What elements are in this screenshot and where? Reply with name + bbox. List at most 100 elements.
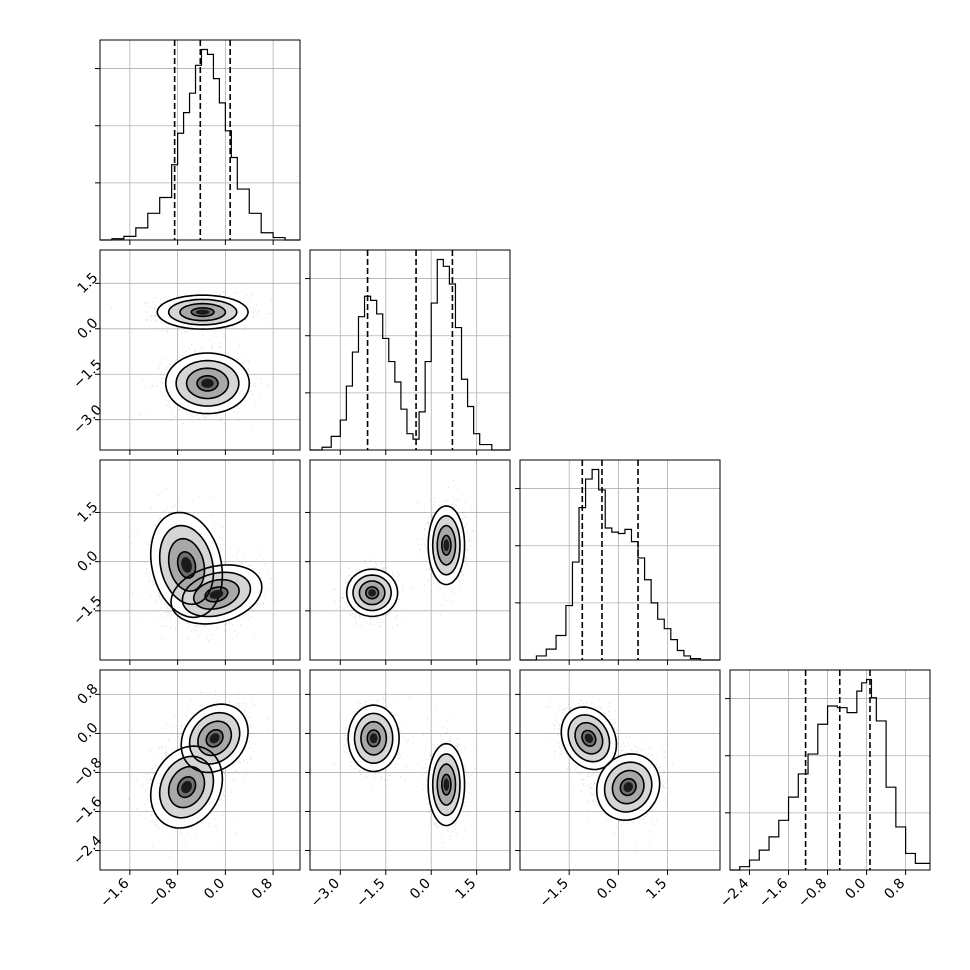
ticks-0-1	[95, 282, 274, 455]
y-tick-label: 0.8	[74, 681, 101, 708]
density-contour	[347, 704, 400, 773]
x-tick-label: −0.8	[795, 876, 830, 911]
histogram-panel-1	[305, 249, 511, 451]
panel-frame	[729, 669, 931, 871]
density-contour	[353, 712, 394, 765]
density-contour	[158, 755, 215, 819]
density-contour	[180, 703, 249, 774]
density-contour	[164, 352, 251, 415]
density-contour	[603, 761, 653, 813]
scatter-panel-1-3	[309, 669, 511, 871]
scatter-panel-0-1	[99, 249, 301, 451]
density-contour	[581, 729, 597, 747]
ticks-3-3	[749, 870, 907, 875]
density-peak	[443, 778, 450, 791]
histogram-step	[520, 468, 720, 661]
density-peak	[623, 782, 633, 792]
panel-frame	[99, 669, 301, 871]
x-tick-label: 1.5	[643, 876, 670, 903]
density-contour	[176, 775, 197, 799]
density-contour	[149, 511, 224, 619]
x-tick-label: 0.0	[407, 876, 434, 903]
density-contour	[175, 359, 240, 407]
density-contour	[427, 505, 466, 586]
panel-frame	[519, 669, 721, 871]
density-peak	[584, 733, 593, 743]
histogram-step	[310, 258, 510, 451]
density-contour	[167, 765, 206, 809]
density-peak	[209, 733, 220, 744]
histogram-panel-2	[515, 459, 721, 661]
y-tick-label: 0.0	[74, 720, 101, 747]
x-tick-label: 1.5	[452, 876, 479, 903]
density-peak	[201, 378, 214, 388]
density-contour	[181, 571, 252, 618]
density-contour	[560, 706, 618, 771]
density-contour	[436, 763, 457, 806]
ticks-0-2	[95, 511, 274, 665]
density-contour	[158, 524, 215, 606]
density-peak	[181, 780, 192, 794]
x-tick-label: −3.0	[308, 876, 343, 911]
density-contour	[170, 564, 263, 625]
ticks-1-3	[305, 693, 478, 875]
density-contour	[436, 524, 457, 566]
panel-frame	[99, 39, 301, 241]
density-contour	[197, 720, 233, 757]
density-contour	[366, 729, 381, 748]
density-contour	[179, 302, 227, 322]
density-contour	[196, 375, 219, 392]
x-tick-label: −1.5	[353, 876, 388, 911]
density-contour	[185, 367, 230, 400]
histogram-step	[100, 48, 300, 241]
density-contour	[192, 578, 240, 610]
density-contour	[427, 742, 466, 827]
y-tick-label: 1.5	[74, 499, 101, 526]
density-peak	[181, 557, 192, 573]
density-peak	[369, 733, 378, 744]
density-contour	[441, 773, 452, 796]
density-peak	[209, 590, 224, 599]
x-tick-label: 0.0	[594, 876, 621, 903]
panel-frame	[309, 459, 511, 661]
histogram-step	[730, 678, 930, 871]
density-contour	[611, 769, 645, 805]
ticks-2-2	[568, 660, 669, 665]
panel-frame	[309, 249, 511, 451]
x-tick-label: −2.4	[717, 875, 752, 910]
x-tick-label: −0.8	[145, 876, 180, 911]
x-tick-label: 0.8	[881, 876, 908, 903]
y-tick-label: 1.5	[74, 270, 101, 297]
y-tick-label: 0.0	[74, 548, 101, 575]
density-contour	[149, 745, 224, 829]
scatter-panel-0-2	[99, 459, 301, 661]
panel-frame	[519, 459, 721, 661]
density-contour	[595, 753, 661, 822]
panel-frame	[99, 249, 301, 451]
ticks-2-3	[515, 693, 669, 875]
scatter-panel-2-3	[519, 669, 721, 871]
density-contour	[431, 514, 461, 576]
density-peak	[443, 539, 450, 552]
density-contour	[365, 586, 380, 600]
density-contour	[431, 753, 461, 817]
density-contour	[205, 729, 224, 748]
density-contour	[360, 720, 388, 756]
density-contour	[574, 721, 604, 755]
density-contour	[190, 307, 215, 318]
density-contour	[619, 778, 637, 797]
density-contour	[358, 580, 386, 606]
ticks-0-0	[129, 240, 274, 245]
histogram-panel-0	[95, 39, 301, 241]
panel-frame	[99, 459, 301, 661]
density-contour	[156, 294, 249, 330]
y-tick-label: 0.0	[74, 315, 101, 342]
ticks-1-2	[305, 511, 478, 665]
density-contour	[345, 568, 399, 618]
panel-frame	[309, 669, 511, 871]
density-peak	[368, 589, 376, 597]
density-contour	[567, 714, 611, 763]
density-peak	[195, 309, 210, 315]
ticks-0-3	[95, 693, 274, 875]
